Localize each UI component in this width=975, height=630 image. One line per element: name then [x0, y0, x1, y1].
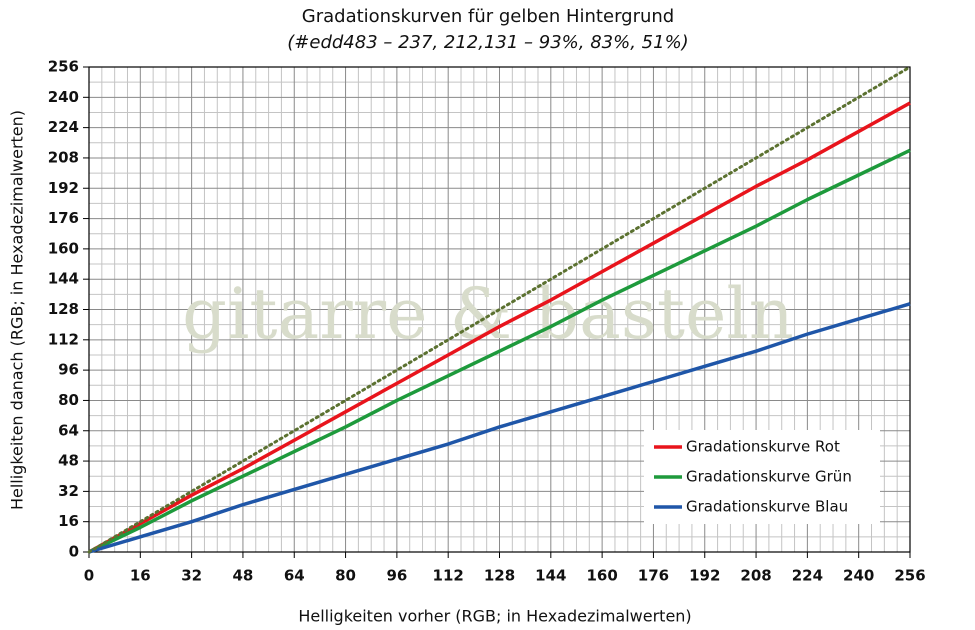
x-tick-label: 208	[740, 567, 771, 585]
y-tick-label: 0	[69, 543, 79, 561]
y-tick-label: 192	[48, 179, 79, 197]
y-tick-label: 16	[58, 512, 79, 530]
y-tick-label: 32	[58, 482, 79, 500]
x-tick-label: 96	[386, 567, 407, 585]
series-line	[88, 302, 911, 554]
x-tick-label: 176	[638, 567, 669, 585]
x-tick-label: 192	[689, 567, 720, 585]
x-tick-label: 32	[181, 567, 202, 585]
y-axis-label: Helligkeiten danach (RGB; in Hexadezimal…	[8, 110, 27, 510]
y-tick-label: 160	[48, 239, 79, 257]
legend-label: Gradationskurve Rot	[686, 438, 840, 456]
plot	[87, 65, 912, 554]
watermark: gitarre & basteln	[182, 273, 794, 355]
y-tick-label: 80	[58, 391, 79, 409]
y-tick-label: 144	[48, 270, 79, 288]
x-tick-label: 48	[233, 567, 254, 585]
x-tick-label: 80	[335, 567, 356, 585]
x-tick-label: 224	[792, 567, 823, 585]
chart-subtitle: (#edd483 – 237, 212,131 – 93%, 83%, 51%)	[287, 32, 688, 53]
y-tick-label: 96	[58, 361, 79, 379]
x-tick-label: 144	[535, 567, 566, 585]
x-tick-label: 112	[433, 567, 464, 585]
x-tick-label: 64	[284, 567, 305, 585]
series-line	[88, 101, 911, 554]
y-tick-label: 256	[48, 58, 79, 76]
plot-frame	[88, 66, 911, 553]
y-tick-label: 208	[48, 148, 79, 166]
y-tick-label: 240	[48, 88, 79, 106]
legend-box	[644, 430, 880, 524]
y-tick-label: 64	[58, 421, 79, 439]
x-tick-label: 16	[130, 567, 151, 585]
y-tick-label: 224	[48, 118, 79, 136]
y-tick-label: 48	[58, 452, 79, 470]
legend-label: Gradationskurve Grün	[686, 468, 852, 486]
legend: Gradationskurve Rot Gradationskurve Grün G…	[644, 430, 880, 524]
x-tick-label: 160	[586, 567, 617, 585]
chart-title: Gradationskurven für gelben Hintergrund	[302, 6, 674, 27]
y-tick-label: 112	[48, 330, 79, 348]
y-tick-label: 128	[48, 300, 79, 318]
x-axis-label: Helligkeiten vorher (RGB; in Hexadezimal…	[298, 607, 691, 626]
x-tick-label: 128	[484, 567, 515, 585]
x-tick-label: 240	[843, 567, 874, 585]
y-tick-label: 176	[48, 209, 79, 227]
legend-label: Gradationskurve Blau	[686, 498, 848, 516]
reference-line	[87, 65, 912, 554]
series-line	[88, 148, 911, 554]
x-tick-label: 256	[894, 567, 925, 585]
x-tick-label: 0	[84, 567, 94, 585]
